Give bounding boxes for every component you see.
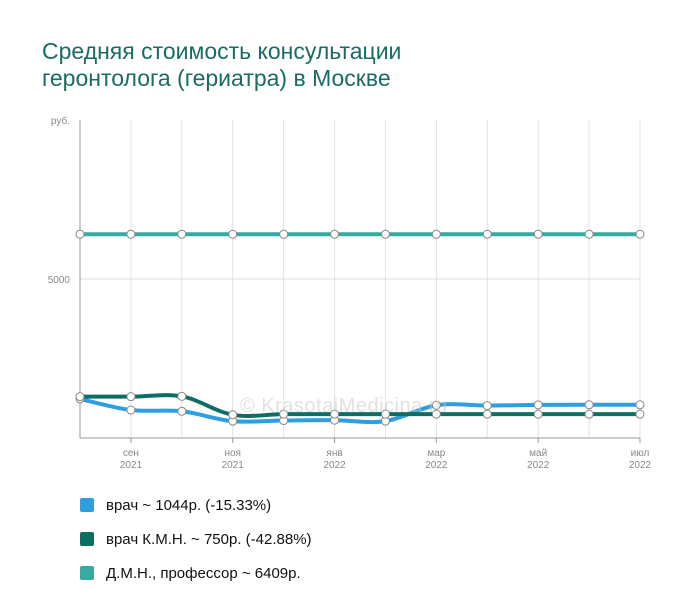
legend-label: Д.М.Н., профессор ~ 6409р. [106,564,301,582]
data-point-series-0 [126,405,136,415]
data-point-series-1 [75,392,85,402]
legend-label: врач К.М.Н. ~ 750р. (-42.88%) [106,530,312,548]
data-point-series-2 [126,229,136,239]
y-axis-unit-label: руб. [51,115,70,127]
data-point-series-0 [533,400,543,410]
data-point-series-1 [584,409,594,419]
x-tick-label-year: 2022 [425,460,448,471]
x-tick-label-month: май [529,448,547,459]
x-tick-label-month: сен [123,448,139,459]
data-point-series-1 [431,409,441,419]
data-point-series-1 [482,409,492,419]
data-point-series-0 [635,400,645,410]
data-point-series-2 [279,229,289,239]
data-point-series-0 [482,401,492,411]
data-point-series-1 [635,409,645,419]
chart-legend: врач ~ 1044р. (-15.33%) врач К.М.Н. ~ 750… [80,488,312,590]
legend-swatch [80,566,94,580]
x-tick-label-year: 2021 [222,460,245,471]
legend-item[interactable]: Д.М.Н., профессор ~ 6409р. [80,556,312,590]
x-tick-label-year: 2022 [527,460,550,471]
data-point-series-1 [279,409,289,419]
data-point-series-0 [431,400,441,410]
data-point-series-2 [380,229,390,239]
data-point-series-0 [584,400,594,410]
legend-label: врач ~ 1044р. (-15.33%) [106,496,272,514]
x-tick-label-year: 2022 [323,460,346,471]
chart-title-line-1: Средняя стоимость консультации [42,38,402,64]
data-point-series-2 [635,229,645,239]
legend-item[interactable]: врач К.М.Н. ~ 750р. (-42.88%) [80,522,312,556]
data-point-series-2 [75,229,85,239]
data-point-series-2 [177,229,187,239]
data-point-series-2 [482,229,492,239]
legend-item[interactable]: врач ~ 1044р. (-15.33%) [80,488,312,522]
data-point-series-2 [533,229,543,239]
data-point-series-1 [228,410,238,420]
data-point-series-2 [330,229,340,239]
data-point-series-2 [431,229,441,239]
data-point-series-2 [584,229,594,239]
data-point-series-1 [380,409,390,419]
data-point-series-2 [228,229,238,239]
x-tick-label-month: мар [427,448,445,459]
watermark: © KrasotaiMedicina.ru [240,395,448,417]
x-tick-label-month: июл [631,448,650,459]
x-tick-label-month: ноя [224,448,241,459]
data-point-series-1 [177,391,187,401]
chart-title: Средняя стоимость консультации геронтоло… [42,38,642,92]
data-point-series-1 [126,392,136,402]
legend-swatch [80,498,94,512]
data-point-series-0 [177,406,187,416]
x-tick-label-month: янв [326,448,342,459]
x-tick-label-year: 2021 [120,460,143,471]
x-tick-label-year: 2022 [629,460,652,471]
data-point-series-1 [330,409,340,419]
line-chart: 5000руб.сен2021ноя2021янв2022мар2022май2… [48,115,652,471]
y-tick-label: 5000 [48,275,71,286]
chart-title-line-2: геронтолога (гериатра) в Москве [42,65,391,91]
legend-swatch [80,532,94,546]
data-point-series-1 [533,409,543,419]
